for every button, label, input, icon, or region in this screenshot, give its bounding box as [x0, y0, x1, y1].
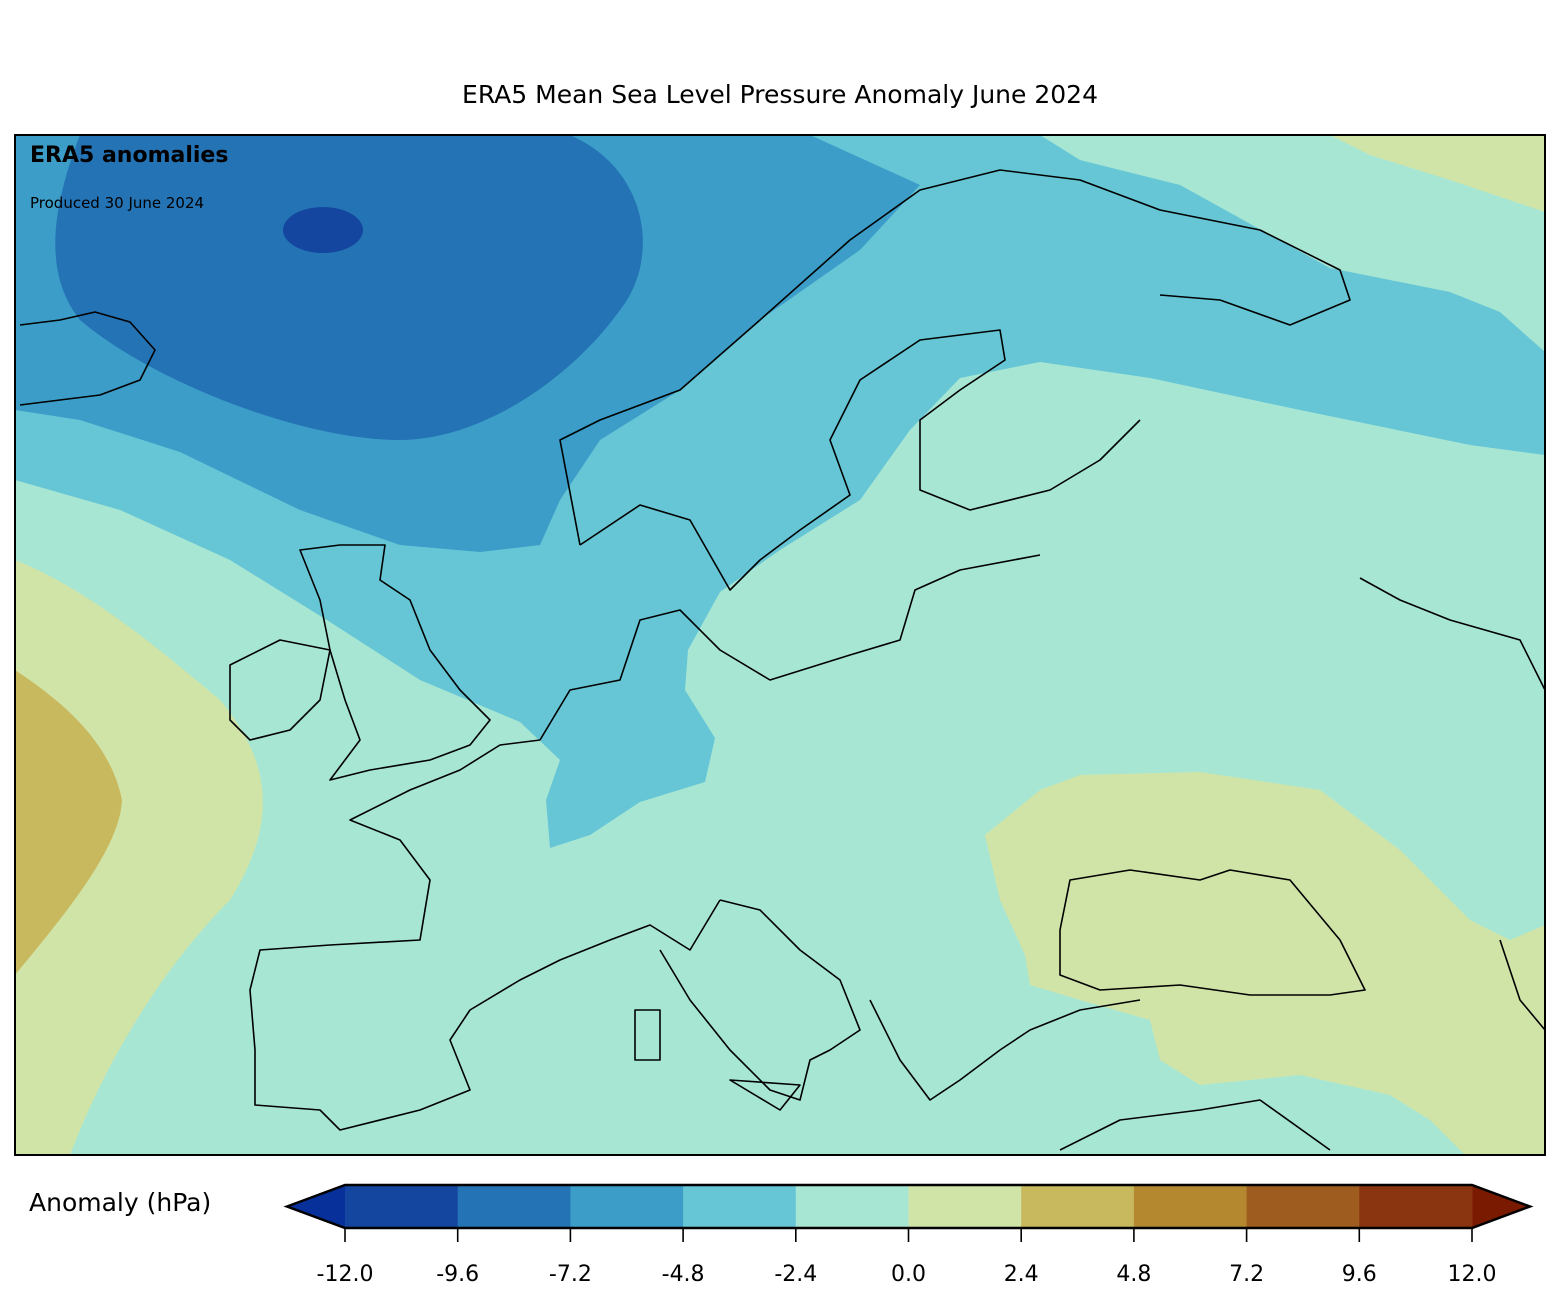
colorbar-segment [795, 1185, 909, 1228]
colorbar-tick-label: -7.2 [549, 1262, 592, 1287]
colorbar-segment [1021, 1185, 1135, 1228]
colorbar-tick-label: -2.4 [774, 1262, 817, 1287]
coast-ireland [229, 639, 331, 741]
contour-0-to-2.4-northeast [1330, 135, 1545, 212]
colorbar-tick-label: -4.8 [662, 1262, 705, 1287]
coast-italy [659, 899, 861, 1101]
contour-0-to-2.4-east [985, 772, 1545, 1155]
coast-east [1359, 577, 1546, 1031]
coast-scandinavia [559, 169, 1351, 591]
coast-great-britain [299, 544, 491, 781]
coast-continent [249, 554, 1331, 1151]
colorbar-segment [683, 1185, 797, 1228]
colorbar-tick-label: 12.0 [1448, 1262, 1497, 1287]
colorbar-segment [1246, 1185, 1360, 1228]
colorbar-tick-label: -12.0 [317, 1262, 374, 1287]
colorbar-segment [1133, 1185, 1248, 1228]
chart-title: ERA5 Mean Sea Level Pressure Anomaly Jun… [462, 80, 1098, 109]
map-border [14, 134, 1546, 1156]
annotation-produced-date: Produced 30 June 2024 [30, 194, 205, 212]
colorbar-segment [345, 1185, 459, 1228]
map-frame-contents [14, 134, 1546, 1156]
coast-black-sea [1059, 869, 1366, 996]
colorbar-segment [570, 1185, 684, 1228]
coast-islands [634, 1009, 801, 1111]
colorbar-tick-label: -9.6 [436, 1262, 479, 1287]
contour-minus7.2-to-minus9.6 [55, 135, 643, 440]
colorbar-segment [1359, 1185, 1473, 1228]
coastlines [19, 169, 1546, 1151]
colorbar-label: Anomaly (hPa) [29, 1188, 212, 1217]
colorbar-tick-label: 9.6 [1342, 1262, 1377, 1287]
colorbar: -12.0 -9.6 -7.2 -4.8 -2.4 0.0 2.4 4.8 7.2 9.6 12.0 [283, 1183, 1534, 1287]
contour-minus9.6-to-minus12 [283, 207, 363, 253]
colorbar-extend-min [287, 1185, 345, 1228]
colorbar-tick-label: 7.2 [1229, 1262, 1264, 1287]
contour-2.4-to-4.8-west [15, 670, 122, 975]
colorbar-segment [908, 1185, 1022, 1228]
colorbar-tick-label: 4.8 [1116, 1262, 1151, 1287]
coast-iceland [19, 311, 156, 406]
colorbar-tick-label: 2.4 [1004, 1262, 1039, 1287]
colorbar-extend-max [1472, 1185, 1530, 1228]
contour-0-to-2.4-west [15, 560, 263, 1155]
colorbar-segment [457, 1185, 571, 1228]
colorbar-tick-label: 0.0 [891, 1262, 926, 1287]
annotation-heading: ERA5 anomalies [30, 143, 229, 168]
